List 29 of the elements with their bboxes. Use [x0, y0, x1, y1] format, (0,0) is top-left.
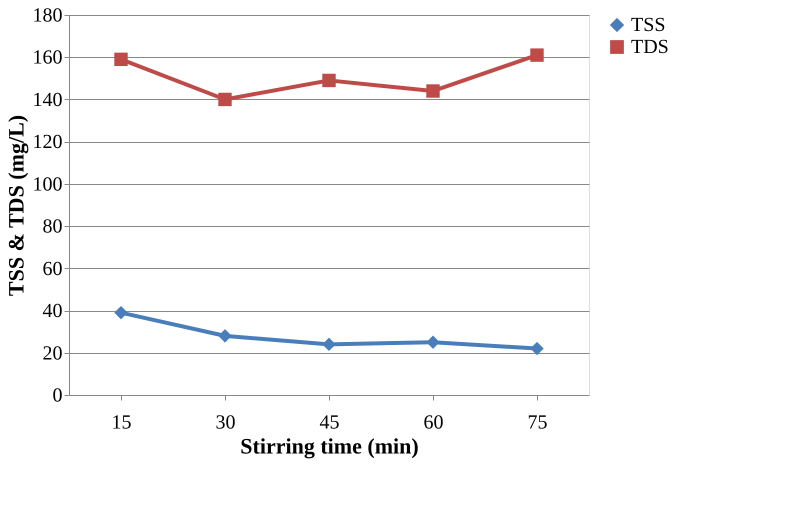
point: [426, 336, 440, 349]
point: [322, 74, 336, 88]
x-axis-title: Stirring time (min): [240, 434, 419, 458]
point: [322, 338, 336, 352]
y-tick-label: 80: [42, 216, 62, 238]
x-tick-label: 15: [112, 412, 132, 434]
y-tick-label: 120: [32, 131, 62, 154]
point: [426, 84, 440, 98]
point: [218, 92, 232, 106]
point: [114, 52, 128, 66]
y-tick-label: 0: [52, 384, 62, 406]
point: [218, 329, 232, 343]
legend-label: TSS: [631, 14, 666, 36]
y-tick-label: 100: [32, 173, 62, 196]
point: [530, 342, 544, 356]
y-tick-label: 180: [32, 4, 62, 26]
x-tick-label: 75: [528, 412, 548, 434]
point: [530, 48, 544, 62]
point: [114, 306, 128, 320]
y-tick-label: 20: [42, 342, 62, 364]
x-tick-label: 30: [216, 412, 236, 434]
x-tick-label: 60: [424, 412, 444, 434]
y-tick-label: 140: [32, 88, 62, 111]
y-tick-label: 160: [32, 46, 62, 69]
y-axis-title: TSS & TDS (mg/L): [4, 114, 28, 296]
y-tick-label: 40: [42, 300, 62, 322]
y-tick-label: 60: [42, 258, 62, 280]
legend-label: TDS: [631, 36, 669, 58]
x-tick-label: 45: [320, 412, 340, 434]
